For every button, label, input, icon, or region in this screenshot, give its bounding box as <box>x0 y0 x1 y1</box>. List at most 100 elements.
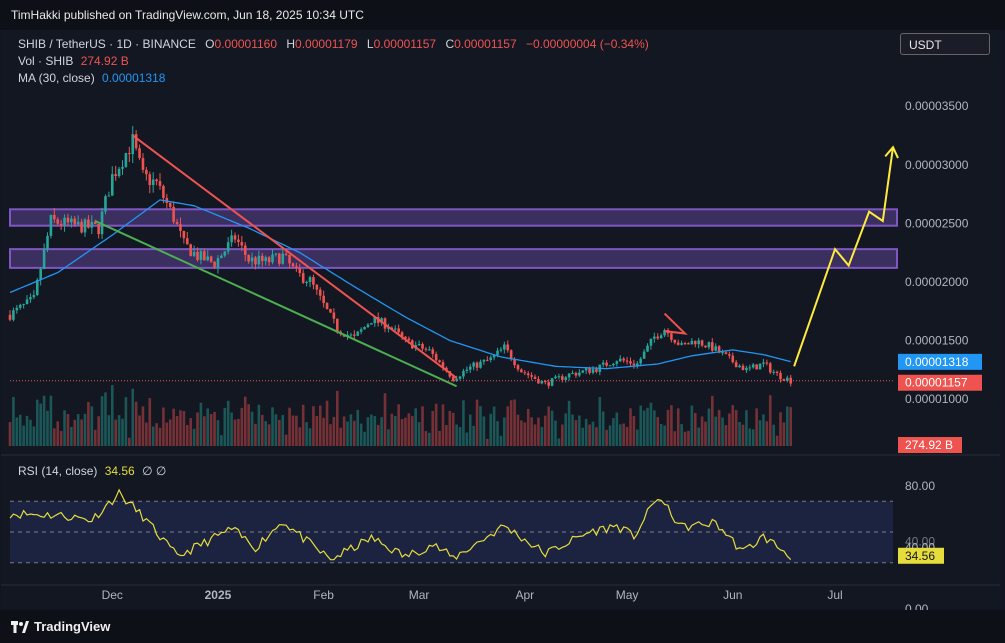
volume-bar <box>728 413 731 446</box>
volume-bar <box>172 408 175 446</box>
volume-bar <box>49 395 53 446</box>
open-label: O <box>205 37 215 51</box>
volume-group <box>8 385 793 446</box>
volume-bar <box>237 418 240 446</box>
candle-body <box>595 369 598 372</box>
candle-body <box>141 158 145 170</box>
volume-bar <box>448 410 452 446</box>
candle-body <box>308 277 312 282</box>
tradingview-brand[interactable]: TradingView <box>11 619 110 634</box>
volume-bar <box>786 406 789 446</box>
candle-body <box>786 377 789 381</box>
volume-bar <box>151 426 155 446</box>
wedge-upper-trendline <box>132 134 458 379</box>
candle-body <box>267 257 271 263</box>
price-tick-label: 0.00002000 <box>905 275 969 289</box>
volume-badge: 274.92 B <box>898 437 962 453</box>
candle-body <box>182 230 186 239</box>
candle-body <box>356 331 360 336</box>
candle-body <box>571 372 574 374</box>
candle-body <box>523 372 527 374</box>
price-tick-label: 0.00002500 <box>905 216 969 230</box>
candle-body <box>206 256 210 261</box>
volume-bar <box>192 428 196 446</box>
candle-body <box>260 255 264 262</box>
rsi-hidden-tick: 40.00 <box>905 534 935 548</box>
volume-bar <box>557 438 561 446</box>
resistance-zone <box>9 248 898 269</box>
publisher-text: TimHakki published on TradingView.com, J… <box>11 8 364 22</box>
volume-bar <box>656 417 660 446</box>
last-price-badge: 0.00001157 <box>898 374 982 391</box>
volume-bar <box>110 385 114 446</box>
candle-body <box>179 224 182 231</box>
candle-body <box>479 361 482 368</box>
volume-bar <box>438 430 441 446</box>
time-tick-label: Feb <box>313 588 334 602</box>
candle-body <box>581 370 585 373</box>
volume-bar <box>29 419 32 446</box>
volume-bar <box>22 425 25 446</box>
candle-body <box>748 367 752 369</box>
candle-body <box>117 168 121 177</box>
candle-body <box>138 148 141 159</box>
volume-bar <box>489 413 493 446</box>
candle-body <box>397 328 400 333</box>
volume-bar <box>342 416 346 446</box>
candle-body <box>690 340 694 345</box>
volume-bar <box>363 431 366 446</box>
volume-bar <box>537 417 540 446</box>
volume-bar <box>765 421 769 446</box>
volume-bar <box>772 424 775 446</box>
volume-bar <box>673 431 677 446</box>
candle-body <box>724 352 728 355</box>
volume-bar <box>335 390 339 446</box>
volume-bar <box>220 435 223 446</box>
candle-body <box>329 308 332 313</box>
volume-bar <box>605 429 608 446</box>
volume-bar <box>571 414 574 446</box>
badge-text: 34.56 <box>905 549 935 563</box>
candle-body <box>12 310 15 320</box>
volume-bar <box>80 419 83 446</box>
volume-bar <box>138 415 141 446</box>
candle-body <box>223 251 227 256</box>
close-value: 0.00001157 <box>454 37 517 51</box>
volume-bar <box>243 396 247 446</box>
candle-body <box>220 255 223 259</box>
candle-body <box>676 342 680 345</box>
time-tick-label: Dec <box>102 588 123 602</box>
time-tick-label: May <box>616 588 639 602</box>
candle-body <box>53 214 56 220</box>
ma-value: 0.00001318 <box>102 71 166 85</box>
volume-bar <box>509 400 513 446</box>
ma-label: MA (30, close) <box>18 71 95 85</box>
currency-button[interactable]: USDT <box>900 33 990 55</box>
candle-body <box>295 266 298 269</box>
chart-panel[interactable] <box>1 30 1001 609</box>
volume-bar <box>134 401 138 446</box>
volume-bar <box>704 421 707 446</box>
candle-body <box>605 362 608 366</box>
rsi-value: 34.56 <box>104 464 135 478</box>
volume-bar <box>775 435 779 446</box>
volume-bar <box>516 414 520 446</box>
change-value: −0.00000004 (−0.34%) <box>525 37 649 51</box>
candle-body <box>131 134 135 154</box>
candle-body <box>305 281 308 283</box>
candle-body <box>564 377 568 380</box>
volume-bar <box>274 414 278 446</box>
volume-bar <box>216 420 220 446</box>
candle-body <box>639 358 643 364</box>
candle-body <box>782 379 786 381</box>
badge-bg <box>898 374 982 391</box>
volume-bar <box>254 423 257 446</box>
candle-body <box>693 340 697 345</box>
candle-body <box>503 344 506 350</box>
volume-bar <box>308 428 312 446</box>
candle-body <box>247 254 250 262</box>
candle-body <box>567 373 571 378</box>
volume-bar <box>465 432 469 446</box>
volume-bar <box>70 426 73 446</box>
